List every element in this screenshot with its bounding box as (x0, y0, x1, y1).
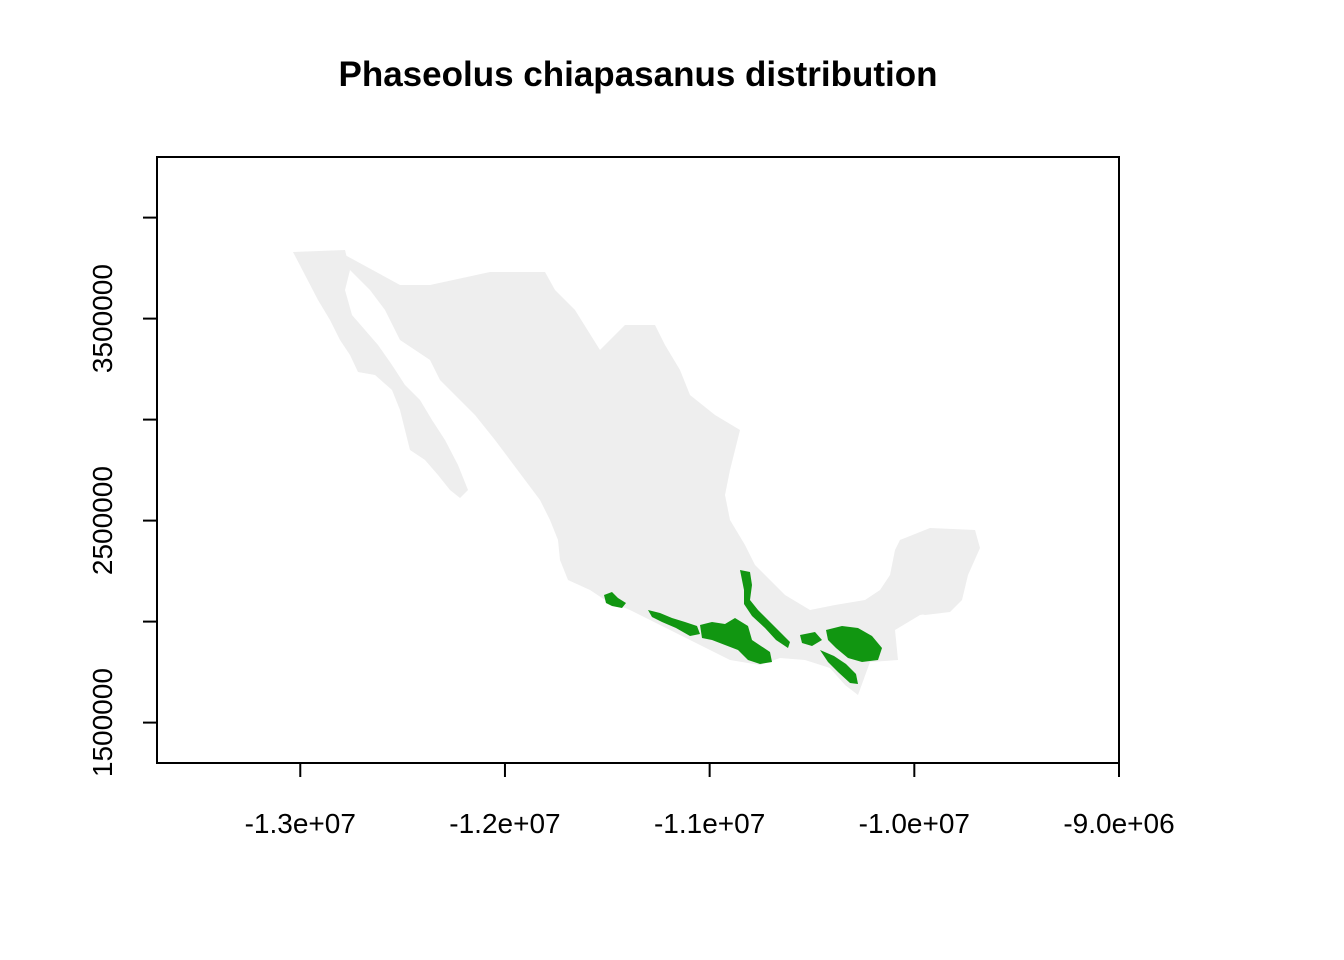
distribution-patch (604, 592, 626, 608)
x-axis: -1.3e+07 -1.2e+07 -1.1e+07 -1.0e+07 -9.0e+06 (245, 762, 1175, 839)
distribution-patch (826, 626, 882, 662)
baja-california (293, 250, 468, 498)
y-tick-label: 3500000 (87, 264, 118, 373)
x-tick-label: -1.2e+07 (449, 808, 560, 839)
yucatan-peninsula (895, 528, 980, 615)
x-tick-label: -1.0e+07 (859, 808, 970, 839)
x-tick-label: -1.1e+07 (654, 808, 765, 839)
x-tick-label: -1.3e+07 (245, 808, 356, 839)
y-axis: 1500000 2500000 3500000 (87, 216, 158, 777)
distribution-layer (604, 570, 882, 684)
distribution-patch (648, 610, 700, 636)
y-tick-label: 1500000 (87, 668, 118, 777)
distribution-patch (820, 650, 858, 684)
map-title: Phaseolus chiapasanus distribution (338, 55, 938, 94)
x-tick-label: -9.0e+06 (1063, 808, 1174, 839)
mexico-mainland (345, 255, 978, 695)
distribution-patch (740, 570, 790, 648)
distribution-patch (700, 618, 772, 664)
y-tick-label: 2500000 (87, 466, 118, 575)
country-shape (293, 250, 980, 695)
distribution-patch (800, 632, 822, 646)
